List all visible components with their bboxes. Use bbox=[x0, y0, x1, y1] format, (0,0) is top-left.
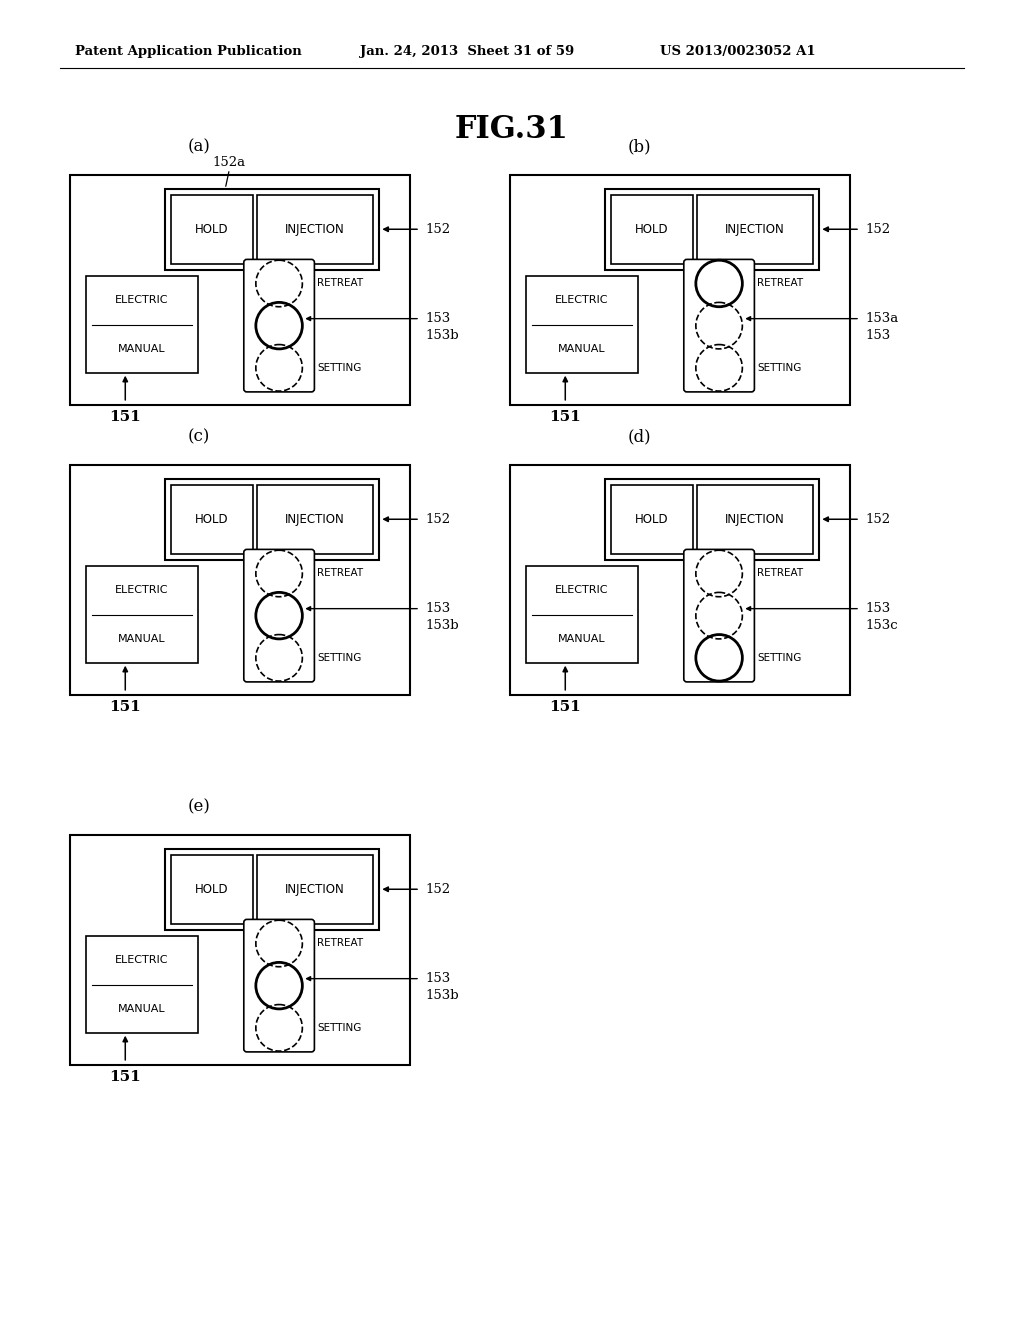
Text: 153: 153 bbox=[425, 312, 451, 325]
Bar bbox=[165, 479, 380, 560]
FancyBboxPatch shape bbox=[684, 549, 755, 682]
Text: (c): (c) bbox=[188, 429, 210, 446]
Text: 151: 151 bbox=[110, 1069, 141, 1084]
Text: RETREAT: RETREAT bbox=[317, 569, 364, 578]
Text: (a): (a) bbox=[187, 139, 211, 156]
Text: 152: 152 bbox=[425, 223, 451, 236]
Text: ELECTRIC: ELECTRIC bbox=[555, 296, 609, 305]
Text: 151: 151 bbox=[550, 409, 582, 424]
Text: HOLD: HOLD bbox=[635, 223, 669, 236]
Text: MANUAL: MANUAL bbox=[119, 1003, 166, 1014]
Text: 153a: 153a bbox=[865, 312, 898, 325]
Text: 153b: 153b bbox=[425, 619, 459, 632]
Text: 151: 151 bbox=[110, 409, 141, 424]
Text: HOLD: HOLD bbox=[635, 512, 669, 525]
FancyBboxPatch shape bbox=[244, 260, 314, 392]
Bar bbox=[696, 484, 813, 553]
Bar bbox=[257, 195, 374, 264]
Text: SETTING: SETTING bbox=[758, 363, 802, 372]
Bar bbox=[86, 936, 199, 1032]
FancyBboxPatch shape bbox=[684, 260, 755, 392]
Text: Patent Application Publication: Patent Application Publication bbox=[75, 45, 302, 58]
FancyBboxPatch shape bbox=[244, 549, 314, 682]
Text: HOLD: HOLD bbox=[196, 223, 228, 236]
Text: 151: 151 bbox=[550, 700, 582, 714]
Text: 152: 152 bbox=[865, 223, 890, 236]
Text: SETTING: SETTING bbox=[317, 653, 361, 663]
Text: ELECTRIC: ELECTRIC bbox=[555, 585, 609, 595]
Text: INJECTION: INJECTION bbox=[725, 223, 784, 236]
Text: RETREAT: RETREAT bbox=[758, 279, 804, 289]
Bar bbox=[171, 484, 253, 553]
Bar bbox=[257, 484, 374, 553]
Text: ELECTRIC: ELECTRIC bbox=[116, 956, 169, 965]
Text: 153b: 153b bbox=[425, 329, 459, 342]
Text: MANUAL: MANUAL bbox=[119, 343, 166, 354]
Text: 152: 152 bbox=[865, 512, 890, 525]
Bar bbox=[70, 465, 410, 696]
Text: (d): (d) bbox=[628, 429, 651, 446]
Text: ELECTRIC: ELECTRIC bbox=[116, 296, 169, 305]
Bar bbox=[611, 484, 692, 553]
Text: INJECTION: INJECTION bbox=[285, 512, 345, 525]
Bar bbox=[171, 855, 253, 924]
Text: RETREAT: RETREAT bbox=[758, 569, 804, 578]
Bar bbox=[70, 836, 410, 1065]
Text: 153: 153 bbox=[865, 602, 890, 615]
Text: INJECTION: INJECTION bbox=[725, 512, 784, 525]
Text: INJECTION: INJECTION bbox=[285, 883, 345, 896]
Bar bbox=[605, 479, 819, 560]
Bar bbox=[257, 855, 374, 924]
Text: 151: 151 bbox=[110, 700, 141, 714]
Bar bbox=[171, 195, 253, 264]
Bar bbox=[70, 176, 410, 405]
Text: 153c: 153c bbox=[865, 619, 898, 632]
Bar bbox=[510, 465, 850, 696]
Bar bbox=[165, 189, 380, 269]
Text: MANUAL: MANUAL bbox=[558, 343, 606, 354]
Bar bbox=[611, 195, 692, 264]
Text: 153b: 153b bbox=[425, 989, 459, 1002]
Text: INJECTION: INJECTION bbox=[285, 223, 345, 236]
Text: Jan. 24, 2013  Sheet 31 of 59: Jan. 24, 2013 Sheet 31 of 59 bbox=[360, 45, 574, 58]
Text: HOLD: HOLD bbox=[196, 883, 228, 896]
Text: (b): (b) bbox=[628, 139, 651, 156]
Text: SETTING: SETTING bbox=[758, 653, 802, 663]
Text: SETTING: SETTING bbox=[317, 363, 361, 372]
Text: SETTING: SETTING bbox=[317, 1023, 361, 1032]
Text: (e): (e) bbox=[187, 799, 211, 816]
Text: MANUAL: MANUAL bbox=[119, 634, 166, 644]
Bar bbox=[526, 276, 638, 372]
Bar bbox=[165, 849, 380, 929]
Text: 153: 153 bbox=[425, 602, 451, 615]
Text: 152: 152 bbox=[425, 883, 451, 896]
Text: 153: 153 bbox=[425, 972, 451, 985]
Text: 153: 153 bbox=[865, 329, 890, 342]
Text: 152: 152 bbox=[425, 512, 451, 525]
Text: FIG.31: FIG.31 bbox=[455, 115, 569, 145]
Text: RETREAT: RETREAT bbox=[317, 279, 364, 289]
Bar bbox=[510, 176, 850, 405]
FancyBboxPatch shape bbox=[244, 920, 314, 1052]
Bar bbox=[605, 189, 819, 269]
Text: MANUAL: MANUAL bbox=[558, 634, 606, 644]
Text: HOLD: HOLD bbox=[196, 512, 228, 525]
Bar bbox=[696, 195, 813, 264]
Text: ELECTRIC: ELECTRIC bbox=[116, 585, 169, 595]
Bar bbox=[526, 566, 638, 663]
Text: RETREAT: RETREAT bbox=[317, 939, 364, 949]
Bar bbox=[86, 566, 199, 663]
Text: 152a: 152a bbox=[213, 157, 246, 169]
Text: US 2013/0023052 A1: US 2013/0023052 A1 bbox=[660, 45, 816, 58]
Bar bbox=[86, 276, 199, 372]
